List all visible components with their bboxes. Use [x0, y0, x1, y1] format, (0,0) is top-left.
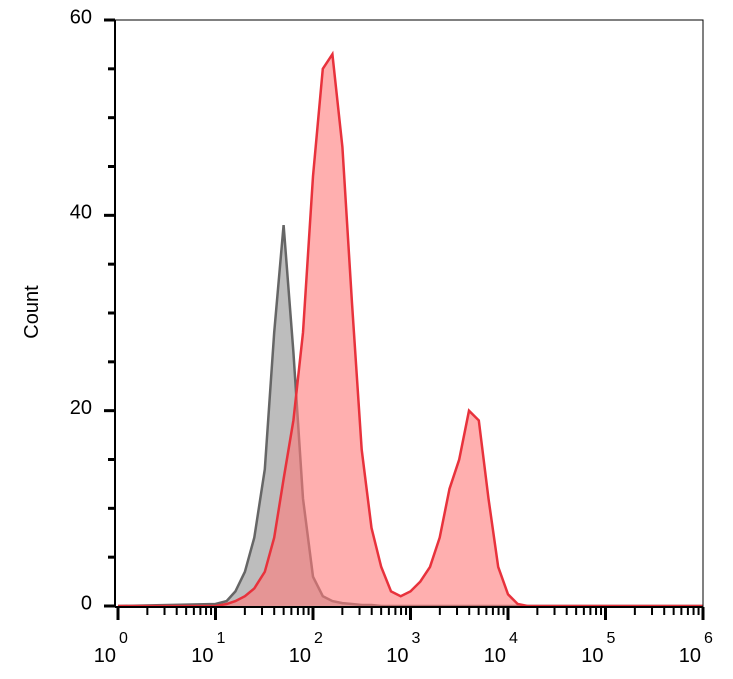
histogram-area [118, 225, 703, 606]
x-tick-exponent: 2 [314, 630, 323, 647]
x-tick-exponent: 5 [607, 630, 616, 647]
x-tick-exponent: 4 [509, 630, 518, 647]
x-tick-label: 10 [484, 645, 506, 667]
plot-frame [114, 19, 704, 608]
y-tick-label: 40 [70, 202, 92, 224]
x-tick-label: 10 [581, 645, 603, 667]
y-tick-label: 0 [81, 592, 92, 614]
x-tick-label: 10 [94, 645, 116, 667]
x-tick-label: 10 [289, 645, 311, 667]
histogram-area [118, 54, 703, 606]
x-tick-exponent: 3 [412, 630, 421, 647]
x-tick-label: 10 [191, 645, 213, 667]
histogram-line [117, 224, 703, 608]
y-axis-label: Count [21, 285, 43, 339]
x-tick-label: 10 [679, 645, 701, 667]
x-tick-exponent: 1 [217, 630, 226, 647]
histogram-line [118, 50, 703, 608]
x-tick-exponent: 6 [704, 630, 713, 647]
x-tick-label: 10 [386, 645, 408, 667]
y-tick-label: 60 [70, 6, 92, 28]
x-tick-exponent: 0 [119, 630, 128, 647]
y-tick-label: 20 [70, 397, 92, 419]
